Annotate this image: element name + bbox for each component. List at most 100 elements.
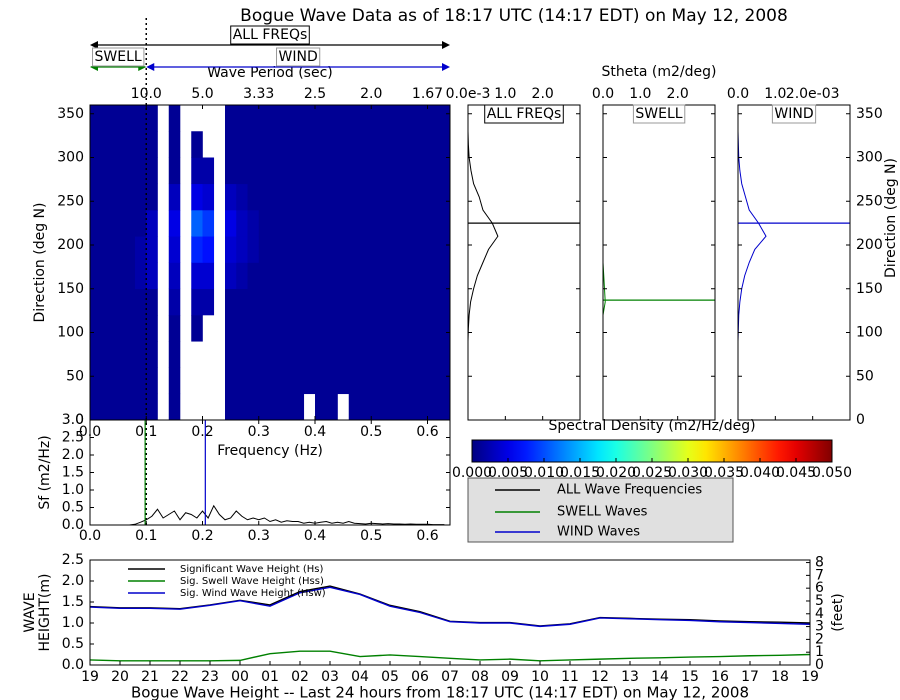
heat-cell xyxy=(416,341,428,368)
heat-cell xyxy=(202,262,215,290)
heat-cell xyxy=(393,315,406,342)
heat-cell xyxy=(393,157,406,185)
heat-cell xyxy=(135,393,147,421)
heat-cell xyxy=(112,315,125,342)
heat-cell xyxy=(382,393,395,421)
heat-cell xyxy=(416,105,428,132)
heat-cell xyxy=(303,131,316,158)
heat-cell xyxy=(315,105,327,132)
heat-cell xyxy=(438,262,451,290)
heat-cell xyxy=(112,157,125,185)
legend-label: SWELL Waves xyxy=(557,505,648,520)
heat-cell xyxy=(315,262,327,290)
heat-cell xyxy=(382,341,395,368)
range-label-box xyxy=(92,47,145,67)
heat-cell xyxy=(427,131,440,158)
heat-cell xyxy=(236,341,248,368)
heat-cell xyxy=(292,367,305,395)
y-tick-label: 0 xyxy=(75,412,84,428)
heat-cell xyxy=(247,157,260,185)
heat-cell xyxy=(112,236,125,263)
heat-cell xyxy=(303,157,316,185)
heat-cell xyxy=(258,262,271,290)
heat-cell xyxy=(315,236,327,263)
heat-cell xyxy=(236,105,248,132)
legend-label: WIND Waves xyxy=(557,525,640,540)
heat-cell xyxy=(405,210,417,237)
x-tick-label: 14 xyxy=(651,669,669,685)
heat-cell xyxy=(236,210,248,237)
heat-cell xyxy=(281,315,293,342)
heat-cell xyxy=(168,341,181,368)
x-tick-label: 0.6 xyxy=(416,424,438,440)
x-tick-label: 1.67 xyxy=(412,86,443,102)
x-tick-label: 0.0 xyxy=(727,86,749,102)
heat-cell xyxy=(360,105,372,132)
heat-cell xyxy=(247,393,260,421)
heat-cell xyxy=(123,183,136,211)
x-tick-label: 08 xyxy=(471,669,489,685)
heat-cell xyxy=(146,210,158,237)
heat-cell xyxy=(191,210,203,237)
axes-frame xyxy=(467,104,581,421)
x-tick-label: 18 xyxy=(771,669,789,685)
heat-cell xyxy=(90,131,102,158)
heat-cell xyxy=(416,393,428,421)
colorbar-tick-label: 0.020 xyxy=(596,465,636,481)
heat-cell xyxy=(337,288,350,316)
heat-cell xyxy=(247,210,260,237)
heat-cell xyxy=(90,341,102,368)
heat-cell xyxy=(427,315,440,342)
heat-cell xyxy=(348,210,361,237)
heat-cell xyxy=(270,105,282,132)
heat-cell xyxy=(225,288,237,316)
heat-cell xyxy=(371,393,383,421)
heat-cell xyxy=(438,315,451,342)
heat-cell xyxy=(348,105,361,132)
heat-cell xyxy=(303,236,316,263)
heat-cell xyxy=(303,341,316,368)
heat-cell xyxy=(360,367,372,395)
heat-cell xyxy=(326,157,338,185)
y-axis-label: Sf (m2/Hz) xyxy=(37,435,53,509)
heat-cell xyxy=(258,236,271,263)
heat-cell xyxy=(405,157,417,185)
heat-cell xyxy=(112,393,125,421)
heat-cell xyxy=(281,262,293,290)
heat-cell xyxy=(360,341,372,368)
heat-cell xyxy=(168,131,181,158)
heat-cell xyxy=(427,105,440,132)
x-tick-label: 16 xyxy=(711,669,729,685)
heat-cell xyxy=(326,262,338,290)
y-tick-label: 0 xyxy=(856,412,865,428)
y-tick-label: 200 xyxy=(856,237,883,253)
x-tick-label: 0.5 xyxy=(360,424,382,440)
heat-cell xyxy=(202,288,215,316)
x-tick-label: 11 xyxy=(561,669,579,685)
figure-title: Bogue Wave Data as of 18:17 UTC (14:17 E… xyxy=(240,6,788,26)
heat-cell xyxy=(101,236,113,263)
heat-cell xyxy=(270,367,282,395)
range-label-box xyxy=(230,25,310,45)
heat-cell xyxy=(225,341,237,368)
arrow-head xyxy=(442,63,450,71)
heat-cell xyxy=(258,105,271,132)
y-tick-label: 2.5 xyxy=(62,552,84,568)
x-tick-label: 15 xyxy=(681,669,699,685)
heat-cell xyxy=(146,367,158,395)
y-tick-label: 1.5 xyxy=(62,594,84,610)
y2-tick-label: 6 xyxy=(815,580,824,596)
heat-cell xyxy=(90,210,102,237)
axes-frame xyxy=(89,559,811,666)
y-axis-label: HEIGHT(m) xyxy=(37,574,53,652)
x-tick-label: 2.0e-03 xyxy=(786,86,840,102)
x-tick-label: 0.1 xyxy=(135,424,157,440)
x-tick-label: 1.0 xyxy=(764,86,786,102)
colorbar-tick-label: 0.050 xyxy=(812,465,852,481)
heat-cell xyxy=(101,131,113,158)
heat-cell xyxy=(270,288,282,316)
heat-cell xyxy=(292,315,305,342)
y-tick-label: 1.5 xyxy=(62,465,84,481)
heat-cell xyxy=(405,288,417,316)
heat-cell xyxy=(191,131,203,158)
